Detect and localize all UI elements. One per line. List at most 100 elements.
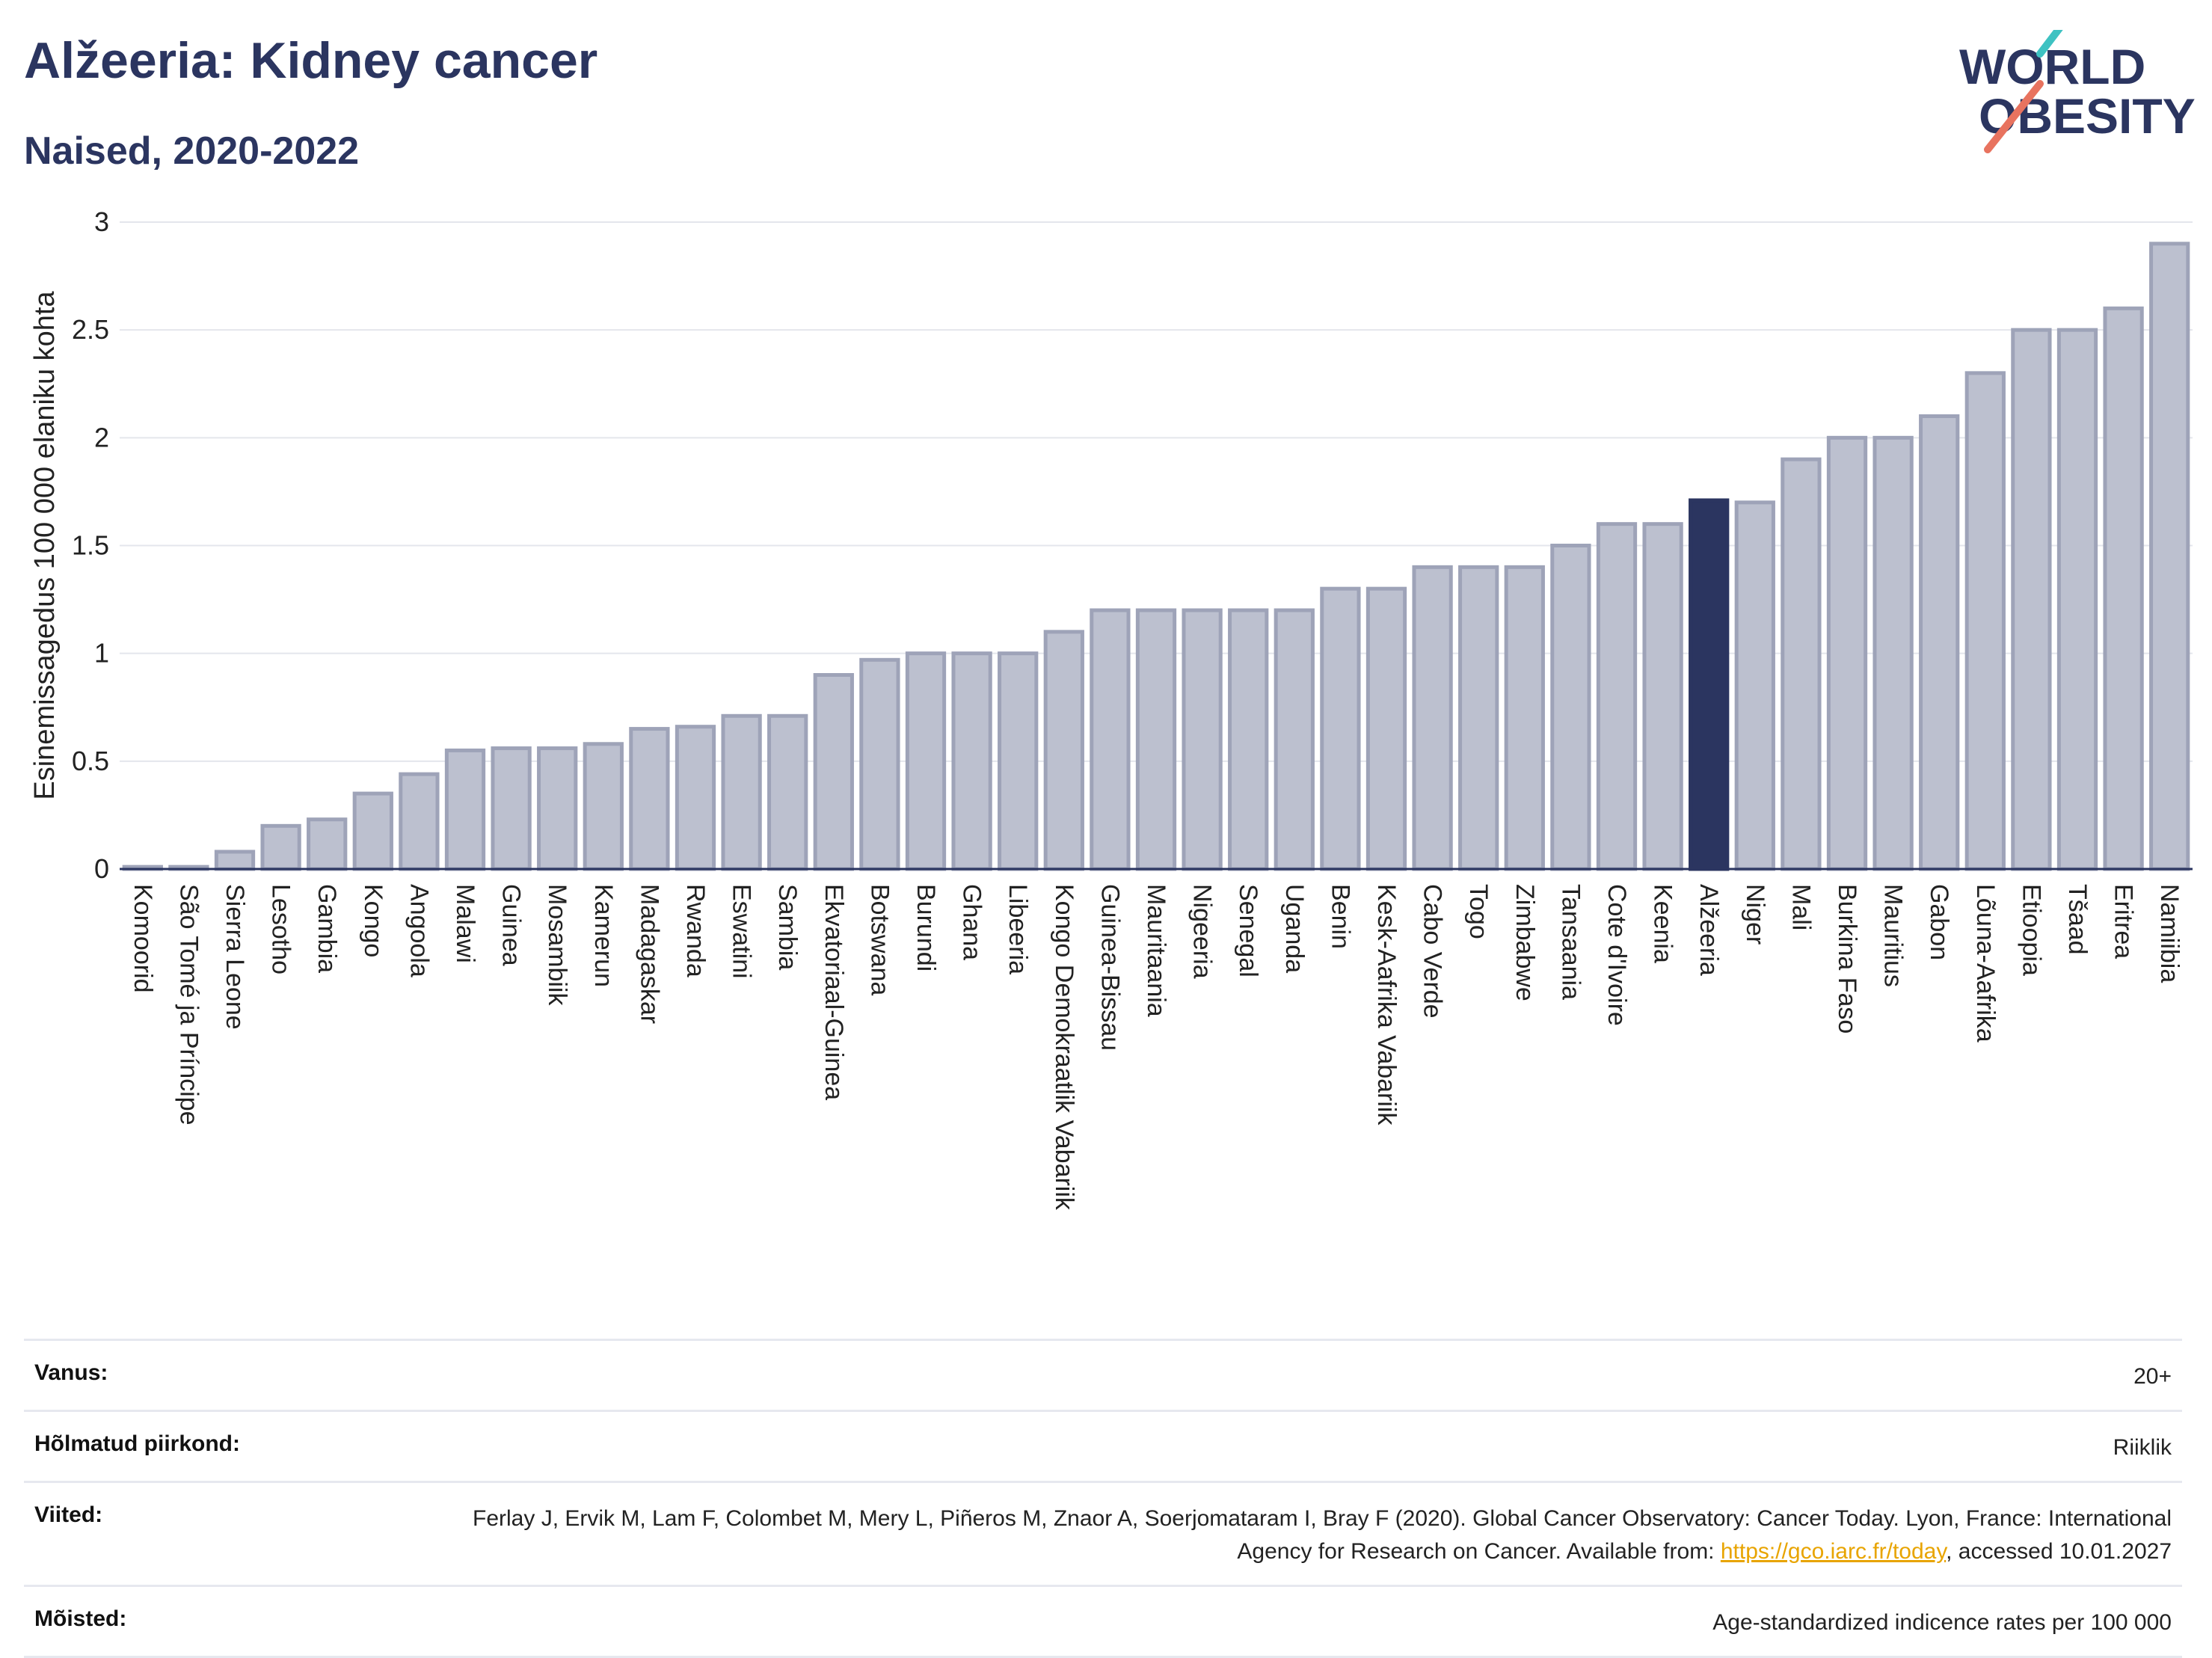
bar bbox=[1090, 608, 1131, 871]
y-tick-label: 1.5 bbox=[72, 530, 109, 561]
bar bbox=[1365, 586, 1407, 871]
x-tick-label: Togo bbox=[1464, 884, 1493, 939]
bar bbox=[2103, 306, 2144, 871]
x-tick-label: Madagaskar bbox=[635, 884, 663, 1024]
x-tick-label: Rwanda bbox=[681, 884, 710, 977]
bar bbox=[307, 817, 348, 871]
meta-row-age: Vanus: 20+ bbox=[24, 1339, 2182, 1410]
meta-label: Mõisted: bbox=[34, 1606, 127, 1631]
reference-accessed: , accessed 10.01.2027 bbox=[1946, 1539, 2172, 1564]
x-tick-label: Kongo bbox=[359, 884, 387, 957]
x-tick-label: Mauritaania bbox=[1142, 884, 1170, 1017]
x-tick-label: Ghana bbox=[958, 884, 986, 960]
x-tick-label: Eswatini bbox=[728, 884, 756, 979]
bar bbox=[1320, 586, 1361, 871]
x-tick-label: Benin bbox=[1326, 884, 1354, 949]
bar bbox=[1919, 414, 1960, 871]
x-tick-label: Ekvatoriaal-Guinea bbox=[820, 884, 848, 1100]
bar bbox=[813, 673, 854, 871]
x-tick-label: Keenia bbox=[1649, 884, 1677, 963]
bar bbox=[859, 657, 900, 871]
bar bbox=[1504, 565, 1545, 871]
bar bbox=[214, 850, 256, 871]
x-tick-label: Botswana bbox=[865, 884, 894, 995]
x-tick-label: Zimbabwe bbox=[1511, 884, 1539, 1001]
x-tick-label: Kongo Demokraatlik Vabariik bbox=[1050, 884, 1078, 1211]
x-tick-label: Angoola bbox=[405, 884, 433, 977]
x-tick-label: Kesk-Aafrika Vabariik bbox=[1372, 884, 1401, 1126]
x-tick-label: Etioopia bbox=[2017, 884, 2045, 976]
bar bbox=[1596, 522, 1638, 871]
bar bbox=[1964, 371, 2006, 871]
bar bbox=[399, 772, 440, 871]
x-tick-label: Burkina Faso bbox=[1833, 884, 1861, 1034]
metadata-table: Vanus: 20+ Hõlmatud piirkond: Riiklik Vi… bbox=[24, 1339, 2182, 1658]
bar bbox=[1872, 435, 1914, 871]
x-tick-label: Uganda bbox=[1280, 884, 1309, 973]
logo-line1: WORLD bbox=[1959, 39, 2145, 94]
bar bbox=[675, 725, 716, 871]
x-tick-label: Burundi bbox=[912, 884, 940, 971]
x-tick-label: Komoorid bbox=[129, 884, 157, 993]
x-tick-label: Mauritius bbox=[1879, 884, 1908, 987]
meta-row-coverage: Hõlmatud piirkond: Riiklik bbox=[24, 1410, 2182, 1481]
x-tick-label: Niger bbox=[1741, 884, 1769, 945]
bar bbox=[1642, 522, 1683, 871]
chart-subtitle: Naised, 2020-2022 bbox=[24, 129, 360, 173]
x-tick-label: Alžeeria bbox=[1695, 884, 1723, 976]
bar bbox=[951, 651, 992, 871]
x-tick-label: Mosambiik bbox=[543, 884, 571, 1006]
bar bbox=[1826, 435, 1868, 871]
bar bbox=[537, 746, 578, 871]
bar bbox=[352, 791, 393, 871]
meta-value: Age-standardized indicence rates per 100… bbox=[1712, 1610, 2172, 1635]
bar bbox=[1274, 608, 1315, 871]
x-tick-label: Sierra Leone bbox=[221, 884, 249, 1030]
bar bbox=[1689, 498, 1730, 871]
x-tick-label: Tšaad bbox=[2063, 884, 2092, 955]
x-tick-label: Cote d'Ivoire bbox=[1603, 884, 1631, 1026]
bar bbox=[905, 651, 947, 871]
meta-row-references: Viited: Ferlay J, Ervik M, Lam F, Colomb… bbox=[24, 1481, 2182, 1585]
bar bbox=[444, 748, 486, 871]
bar bbox=[260, 823, 301, 871]
meta-value: Riiklik bbox=[2113, 1435, 2172, 1460]
reference-text: Ferlay J, Ervik M, Lam F, Colombet M, Me… bbox=[473, 1506, 2172, 1564]
meta-row-definitions: Mõisted: Age-standardized indicence rate… bbox=[24, 1585, 2182, 1658]
x-tick-label: Guinea-Bissau bbox=[1096, 884, 1124, 1051]
bar bbox=[583, 742, 624, 871]
y-tick-label: 1 bbox=[94, 638, 109, 669]
x-tick-label: Guinea bbox=[497, 884, 526, 966]
meta-value-references: Ferlay J, Ervik M, Lam F, Colombet M, Me… bbox=[452, 1502, 2172, 1568]
x-tick-label: Eritrea bbox=[2110, 884, 2138, 959]
x-tick-label: Libeeria bbox=[1004, 884, 1032, 974]
y-axis-label: Esinemissagedus 100 000 elaniku kohta bbox=[29, 291, 61, 800]
bar bbox=[2056, 328, 2098, 871]
x-tick-label: Gambia bbox=[313, 884, 341, 973]
bar bbox=[1781, 457, 1822, 871]
bar bbox=[491, 746, 532, 871]
bar bbox=[767, 713, 808, 871]
meta-label: Viited: bbox=[34, 1502, 103, 1527]
bar bbox=[629, 727, 670, 871]
bar bbox=[721, 713, 762, 871]
x-tick-label: Mali bbox=[1787, 884, 1815, 930]
bar bbox=[1043, 630, 1084, 871]
x-tick-label: Nigeeria bbox=[1188, 884, 1217, 979]
x-tick-label: Namiibia bbox=[2155, 884, 2184, 983]
bar-chart: 0 0.5 1 1.5 2 2.5 3 Esinemissagedus 100 000 ela… bbox=[29, 206, 2193, 1211]
meta-label: Vanus: bbox=[34, 1360, 108, 1385]
meta-value: 20+ bbox=[2133, 1364, 2172, 1389]
bar bbox=[1734, 500, 1775, 871]
x-tick-label: Malawi bbox=[451, 884, 479, 963]
x-tick-label: Gabon bbox=[1925, 884, 1953, 960]
bar bbox=[1550, 544, 1591, 871]
source-link[interactable]: https://gco.iarc.fr/today bbox=[1720, 1539, 1947, 1564]
bar bbox=[1182, 608, 1223, 871]
x-tick-label: Cabo Verde bbox=[1419, 884, 1447, 1019]
bar bbox=[1135, 608, 1177, 871]
x-tick-label: Senegal bbox=[1234, 884, 1262, 977]
x-tick-label: Tansaania bbox=[1556, 884, 1585, 1000]
y-tick-label: 0.5 bbox=[72, 746, 109, 776]
bar bbox=[2011, 328, 2052, 871]
